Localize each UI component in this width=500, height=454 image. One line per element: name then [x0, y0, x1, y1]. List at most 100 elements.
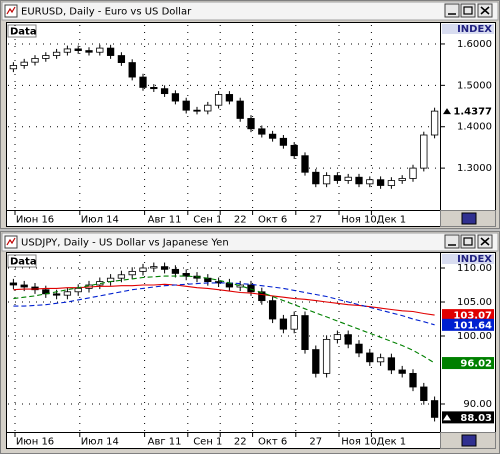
- candle-body: [322, 338, 331, 374]
- candle-body: [106, 47, 115, 56]
- candle-body: [268, 133, 277, 139]
- candle-body: [366, 352, 374, 363]
- plot-area: [6, 22, 441, 211]
- maximize-button[interactable]: [460, 234, 476, 249]
- indicator-price-label: 103.07: [453, 311, 492, 322]
- candle-body: [171, 268, 180, 274]
- candle-body: [63, 48, 72, 53]
- candle-body: [20, 61, 28, 66]
- last-price-box: [442, 105, 494, 118]
- x-tick-label: 22: [234, 437, 247, 448]
- candle-body: [355, 343, 363, 354]
- candle-body: [430, 110, 439, 136]
- corner-button[interactable]: [461, 212, 477, 225]
- x-tick-label: 22: [234, 215, 247, 226]
- y-tick-label: 1.4000: [457, 122, 492, 133]
- y-tick-label: 90.00: [463, 399, 492, 410]
- title-bar: [1, 232, 499, 252]
- legend-box: [7, 24, 37, 38]
- candle-body: [258, 128, 266, 135]
- y-tick-label: 110.00: [457, 263, 492, 274]
- indicator-price-box: [442, 309, 494, 322]
- candle-body: [258, 291, 266, 302]
- x-tick-label: Июл 14: [81, 437, 119, 448]
- maximize-glyph: [463, 6, 473, 15]
- indicator-line: [13, 282, 435, 326]
- candle-body: [247, 118, 255, 130]
- candle-body: [366, 179, 374, 185]
- candle-body: [420, 386, 428, 401]
- candle-body: [171, 93, 180, 102]
- candle-body: [128, 270, 136, 276]
- candle-body: [333, 334, 342, 340]
- candle-body: [247, 284, 255, 293]
- y-tick-label: 1.6000: [457, 39, 492, 50]
- x-tick-label: Ноя 10: [341, 437, 377, 448]
- legend-label: Data: [10, 257, 37, 268]
- window-title: USDJPY, Daily - US Dollar vs Japanese Ye…: [21, 238, 229, 249]
- candle-body: [279, 318, 288, 330]
- x-tick-label: Окт 6: [258, 437, 287, 448]
- price-axis: [440, 252, 496, 433]
- candle-body: [182, 100, 190, 111]
- x-tick-label: Сен 1: [193, 437, 222, 448]
- candle-body: [322, 175, 331, 185]
- candle-body: [117, 274, 126, 279]
- x-tick-label: Июл 14: [81, 215, 119, 226]
- candle-body: [74, 48, 82, 51]
- candle-body: [387, 357, 396, 371]
- last-price-label: 1.4377: [453, 107, 492, 118]
- x-tick-label: Дек 1: [377, 215, 407, 226]
- candle-body: [96, 47, 104, 53]
- candle-body: [52, 51, 61, 56]
- last-price-label: 88.03: [460, 413, 492, 424]
- candle-body: [387, 180, 396, 186]
- candle-body: [312, 349, 320, 374]
- x-tick-label: Ноя 10: [341, 215, 377, 226]
- candle-body: [117, 55, 126, 63]
- candle-body: [301, 155, 309, 173]
- x-tick-label: Авг 11: [148, 215, 182, 226]
- candle-body: [430, 400, 439, 418]
- candle-body: [74, 287, 82, 293]
- candle-body: [20, 284, 28, 288]
- candle-body: [139, 267, 147, 272]
- candle-body: [204, 104, 212, 112]
- axis-header: INDEX: [457, 254, 492, 265]
- axis-header-box: [442, 254, 494, 264]
- maximize-button[interactable]: [460, 3, 476, 18]
- y-tick-label: 1.3000: [457, 163, 492, 174]
- indicator-price-label: 96.02: [460, 359, 492, 370]
- minimize-button[interactable]: [444, 234, 460, 249]
- candle-body: [150, 266, 158, 269]
- candle-body: [193, 109, 201, 112]
- candle-body: [398, 178, 406, 181]
- x-tick-label: Сен 1: [193, 215, 222, 226]
- last-price-marker: [443, 414, 451, 421]
- candle-body: [182, 273, 190, 277]
- candle-body: [31, 58, 39, 63]
- close-glyph: [480, 6, 490, 15]
- window-icon-glyph: [6, 6, 16, 15]
- indicator-price-box: [442, 357, 494, 370]
- legend-box: [7, 254, 37, 268]
- y-tick-label: 1.5000: [457, 80, 492, 91]
- x-tick-label: 27: [309, 215, 322, 226]
- window-title: EURUSD, Daily - Euro vs US Dollar: [21, 7, 192, 18]
- candle-body: [214, 94, 223, 106]
- candle-body: [344, 176, 352, 181]
- candle-body: [290, 315, 298, 330]
- minimize-button[interactable]: [444, 3, 460, 18]
- candle-body: [42, 55, 50, 59]
- candle-body: [268, 300, 277, 320]
- corner-button[interactable]: [461, 434, 477, 447]
- y-tick-label: 105.00: [457, 297, 492, 308]
- x-tick-label: Июн 16: [16, 437, 54, 448]
- close-glyph: [480, 237, 490, 246]
- candle-body: [312, 171, 320, 185]
- candle-body: [160, 266, 169, 270]
- candle-body: [63, 291, 72, 296]
- candle-body: [420, 134, 428, 169]
- candle-body: [225, 94, 234, 102]
